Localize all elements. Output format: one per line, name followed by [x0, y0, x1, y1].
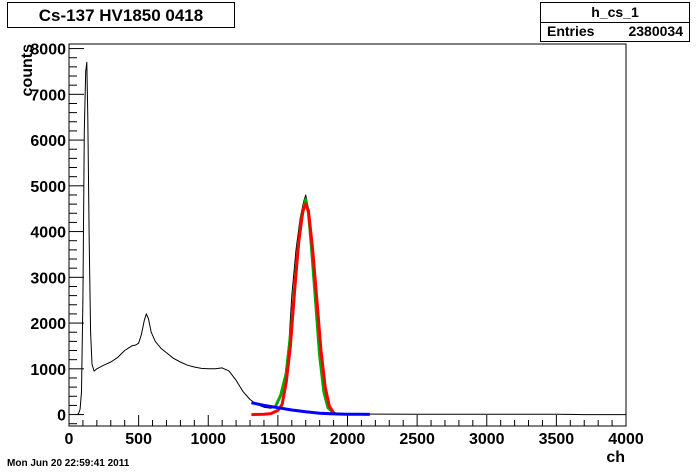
x-tick-label: 3500 [539, 431, 575, 448]
y-tick-label: 0 [57, 408, 66, 425]
x-axis-title: ch [606, 449, 625, 466]
entries-value: 2380034 [628, 23, 683, 39]
fit-curve-2 [251, 202, 335, 417]
chart-title-box: Cs-137 HV1850 0418 [7, 2, 235, 28]
x-tick-label: 1000 [190, 431, 226, 448]
y-tick-label: 7000 [30, 87, 66, 104]
y-tick-label: 1000 [30, 362, 66, 379]
x-tick-label: 2000 [330, 431, 366, 448]
stats-box: h_cs_1 Entries 2380034 [540, 2, 690, 42]
plot-frame [68, 43, 627, 427]
timestamp: Mon Jun 20 22:59:41 2011 [7, 458, 130, 469]
y-tick-label: 4000 [30, 225, 66, 242]
histogram-name: h_cs_1 [541, 4, 689, 23]
entries-label: Entries [547, 23, 595, 39]
entries-row: Entries 2380034 [547, 23, 683, 39]
x-tick-label: 0 [65, 431, 74, 448]
y-tick-label: 5000 [30, 179, 66, 196]
histogram-line [77, 61, 626, 416]
x-tick-label: 4000 [608, 431, 644, 448]
chart-title: Cs-137 HV1850 0418 [38, 6, 204, 25]
fit-curve-3 [251, 401, 370, 416]
y-axis-title: counts [19, 44, 36, 97]
y-tick-label: 6000 [30, 133, 66, 150]
y-tick-label: 2000 [30, 316, 66, 333]
x-tick-label: 500 [125, 431, 152, 448]
x-tick-label: 2500 [399, 431, 435, 448]
x-tick-label: 3000 [469, 431, 505, 448]
y-tick-label: 8000 [30, 42, 66, 59]
y-tick-label: 3000 [30, 270, 66, 287]
x-tick-label: 1500 [260, 431, 296, 448]
